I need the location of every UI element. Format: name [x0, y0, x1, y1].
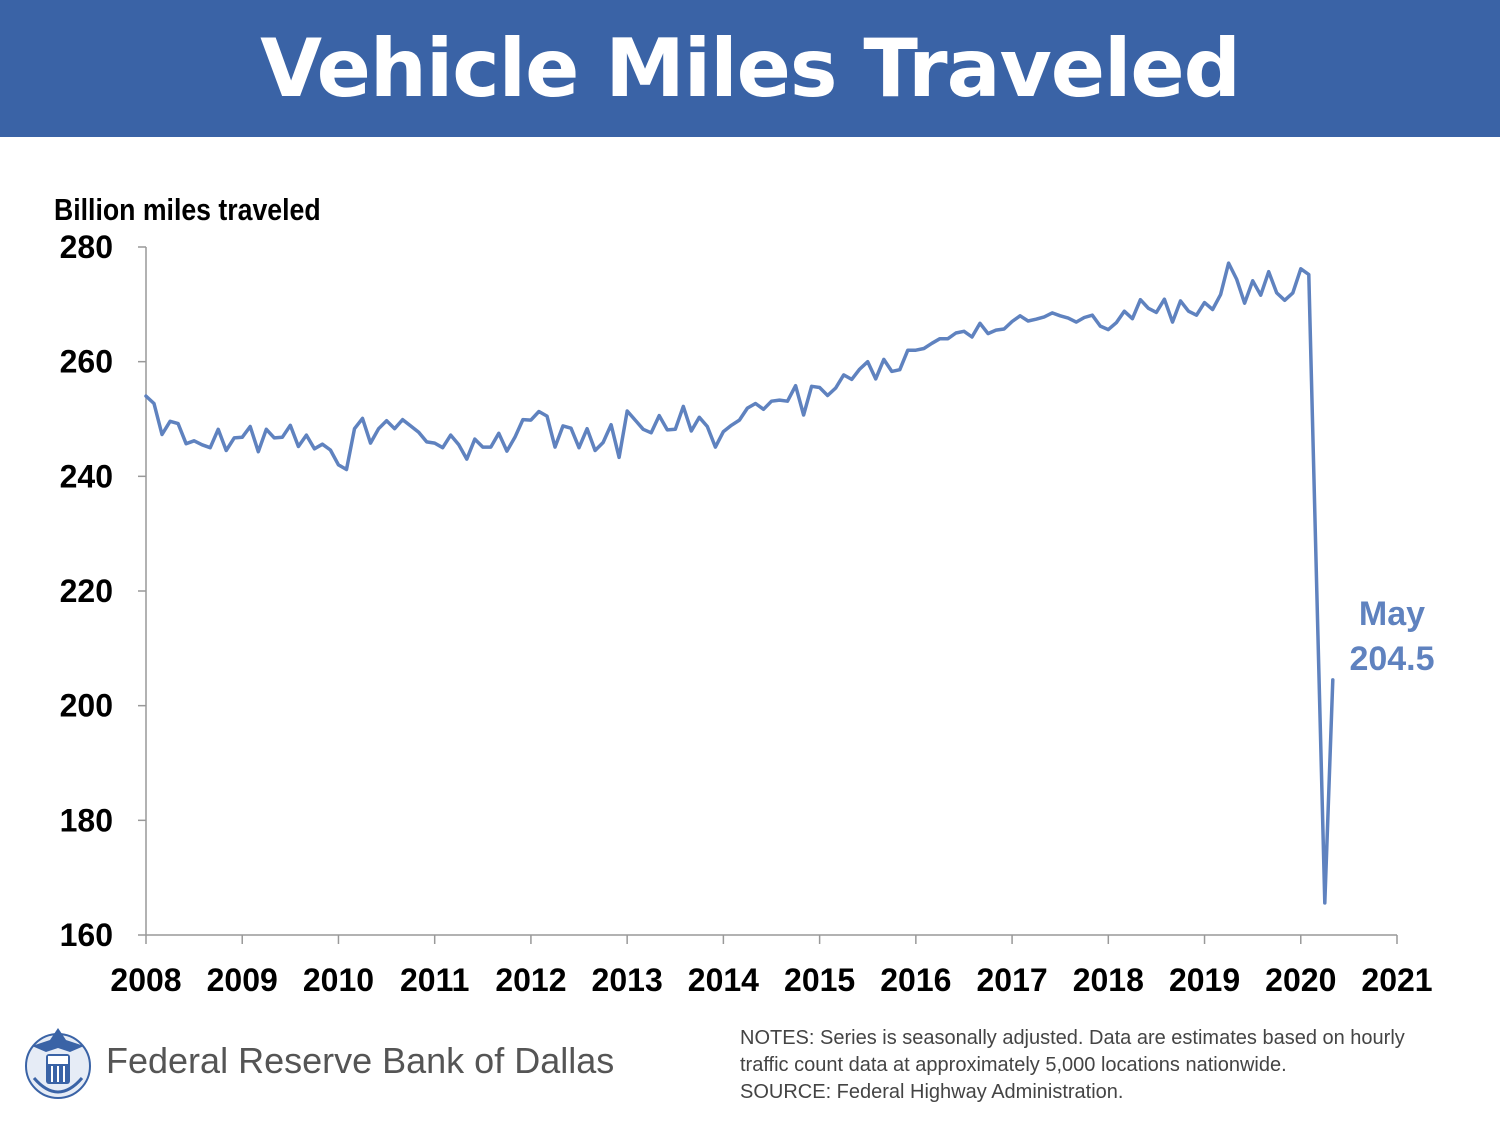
y-tick-label: 180 — [60, 802, 113, 838]
y-axis-ticks: 160 180 200 220 240 260 280 — [60, 229, 146, 953]
y-tick-label: 240 — [60, 458, 113, 494]
annotation-layer: May 204.5 — [1349, 595, 1434, 678]
annotation-value-label: 204.5 — [1349, 640, 1434, 678]
x-tick-label: 2016 — [880, 962, 951, 998]
annotation-month-label: May — [1359, 595, 1425, 633]
line-chart: Billion miles traveled 160 180 200 220 240 26… — [54, 193, 1435, 998]
notes-line-2: traffic count data at approximately 5,00… — [740, 1054, 1287, 1076]
x-axis-ticks: 2008 2009 2010 2011 2012 2013 2014 2015 2016 2017… — [110, 935, 1433, 998]
y-axis-label: Billion miles traveled — [54, 193, 321, 227]
x-tick-label: 2019 — [1169, 962, 1240, 998]
federal-reserve-seal-icon — [25, 1028, 91, 1099]
notes-line-1: NOTES: Series is seasonally adjusted. Da… — [740, 1027, 1405, 1049]
chart-notes: NOTES: Series is seasonally adjusted. Da… — [740, 1025, 1480, 1106]
x-tick-label: 2009 — [207, 962, 278, 998]
source-line: SOURCE: Federal Highway Administration. — [740, 1081, 1124, 1103]
x-tick-label: 2008 — [110, 962, 181, 998]
x-tick-label: 2014 — [688, 962, 759, 998]
x-tick-label: 2020 — [1265, 962, 1336, 998]
chart-title: Vehicle Miles Traveled — [260, 22, 1241, 115]
title-banner: Vehicle Miles Traveled — [0, 0, 1500, 137]
y-tick-label: 280 — [60, 229, 113, 265]
x-tick-label: 2011 — [400, 962, 469, 998]
organization-name: Federal Reserve Bank of Dallas — [106, 1040, 615, 1081]
y-tick-label: 220 — [60, 573, 113, 609]
x-tick-label: 2010 — [303, 962, 374, 998]
x-tick-label: 2017 — [976, 962, 1047, 998]
x-tick-label: 2021 — [1361, 962, 1432, 998]
y-tick-label: 160 — [60, 917, 113, 953]
x-tick-label: 2015 — [784, 962, 855, 998]
series-line — [144, 261, 1335, 905]
y-tick-label: 260 — [60, 344, 113, 380]
axes — [145, 247, 1397, 936]
x-tick-label: 2018 — [1073, 962, 1144, 998]
y-tick-label: 200 — [60, 688, 113, 724]
x-tick-label: 2013 — [592, 962, 663, 998]
x-tick-label: 2012 — [495, 962, 566, 998]
series-layer — [144, 261, 1335, 905]
